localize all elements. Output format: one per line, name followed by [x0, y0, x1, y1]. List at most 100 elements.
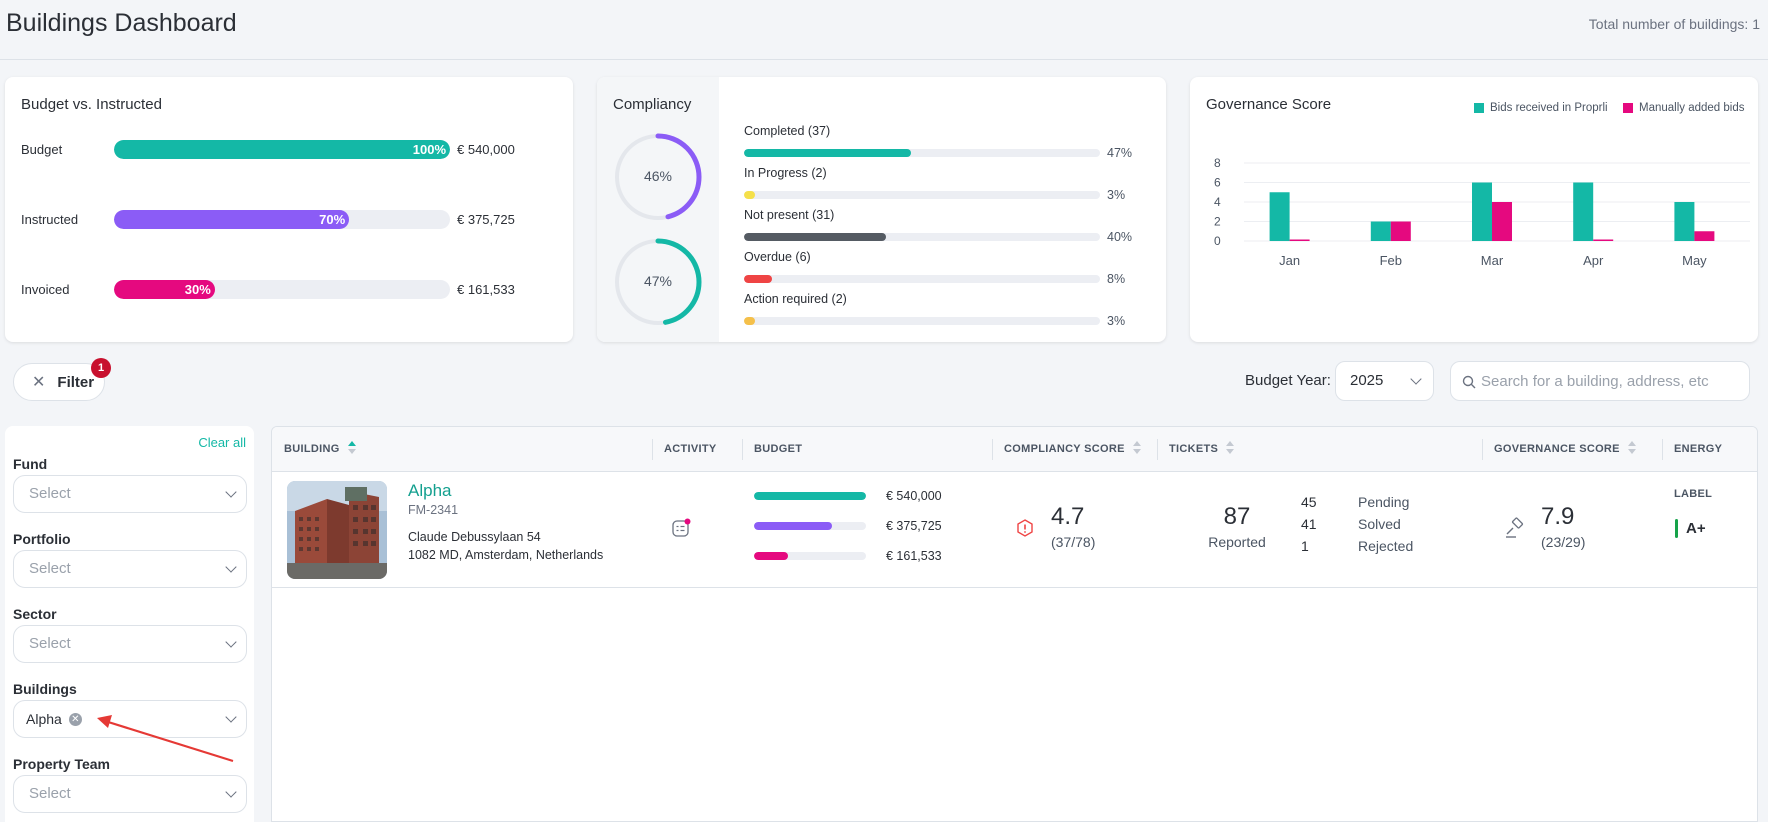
- column-divider: [1662, 439, 1663, 460]
- action-required-percent: 3%: [1107, 314, 1126, 328]
- sort-icon[interactable]: [1132, 441, 1141, 455]
- chevron-down-icon: [1410, 373, 1422, 385]
- building-chip: Alpha ✕: [26, 710, 82, 728]
- sort-icon[interactable]: [1226, 441, 1235, 455]
- energy-label-value: A+: [1686, 520, 1706, 537]
- building-address-line2: 1082 MD, Amsterdam, Netherlands: [408, 548, 604, 562]
- x-tick-label: Mar: [1481, 253, 1504, 268]
- row-instructed-fill: [754, 522, 833, 530]
- x-tick-label: Jan: [1279, 253, 1300, 268]
- column-header-energy-label: ENERGY LABEL: [1662, 427, 1757, 500]
- property-team-select[interactable]: Select: [13, 775, 247, 813]
- search-icon: [1462, 375, 1476, 389]
- column-divider: [992, 439, 993, 460]
- instructed-percent: 70%: [319, 212, 346, 227]
- bar-jan-received: [1269, 192, 1290, 241]
- buildings-table: BUILDING ACTIVITY BUDGET COMPLIANCY SCOR…: [271, 426, 1758, 822]
- remove-chip-icon[interactable]: ✕: [68, 712, 82, 726]
- compliancy-card-title: Compliancy: [613, 96, 692, 113]
- in-progress-progress-bar: [744, 191, 1100, 199]
- sort-icon[interactable]: [1627, 441, 1636, 455]
- row-invoiced-value: € 161,533: [886, 549, 942, 563]
- budget-row-label: Budget: [21, 142, 63, 157]
- completed-percent: 47%: [1107, 146, 1133, 160]
- buildings-filter-label: Buildings: [13, 681, 77, 697]
- column-header-governance-score[interactable]: GOVERNANCE SCORE: [1482, 427, 1636, 472]
- tickets-rejected-count: 1: [1301, 538, 1309, 554]
- completed-label: Completed (37): [744, 124, 831, 138]
- budget-year-value: 2025: [1350, 372, 1384, 389]
- row-instructed-bar: [754, 522, 866, 530]
- fund-select-value: Select: [29, 485, 71, 502]
- governance-card: Governance Score Bids received in Proprl…: [1190, 77, 1758, 342]
- invoiced-progress-fill: 30%: [114, 280, 215, 299]
- instructed-progress-fill: 70%: [114, 210, 350, 229]
- action-required-progress-fill: [744, 317, 755, 325]
- filter-count-badge: 1: [91, 358, 111, 378]
- bar-feb-received: [1370, 221, 1391, 241]
- row-invoiced-bar: [754, 552, 866, 560]
- legend-swatch-pink: [1623, 103, 1633, 113]
- gavel-icon: [1506, 517, 1524, 538]
- invoiced-row-label: Invoiced: [21, 282, 70, 297]
- governance-bar-chart: 0 2 4 6 8 Jan Feb Mar Apr May: [1214, 156, 1750, 268]
- column-header-label: TICKETS: [1169, 443, 1219, 455]
- total-buildings: Total number of buildings: 1: [1588, 16, 1760, 32]
- search-input[interactable]: [1481, 362, 1741, 400]
- y-tick-label: 8: [1214, 156, 1221, 170]
- column-header-building[interactable]: BUILDING: [272, 427, 356, 472]
- donut-arc: [614, 238, 702, 326]
- bar-mar-manual: [1492, 202, 1512, 241]
- legend-manual-bids: Manually added bids: [1623, 102, 1745, 114]
- column-header-compliancy-score[interactable]: COMPLIANCY SCORE: [992, 427, 1141, 472]
- clear-all-link[interactable]: Clear all: [198, 435, 246, 450]
- portfolio-filter-label: Portfolio: [13, 531, 71, 547]
- column-header-tickets[interactable]: TICKETS: [1157, 427, 1235, 472]
- building-name-link[interactable]: Alpha: [408, 481, 452, 500]
- instructed-value: € 375,725: [457, 212, 515, 227]
- sector-select-value: Select: [29, 635, 71, 652]
- compliancy-card: Compliancy 46% 47% Completed (37) 47% In…: [597, 77, 1166, 342]
- activity-icon[interactable]: [671, 518, 691, 538]
- search-box: [1450, 361, 1750, 401]
- instructed-row-label: Instructed: [21, 212, 79, 227]
- compliancy-score-value: 4.7: [1051, 503, 1085, 530]
- table-row[interactable]: Alpha FM-2341 Claude Debussylaan 54 1082…: [272, 472, 1757, 588]
- tickets-total: 87: [1223, 503, 1251, 530]
- governance-card-title: Governance Score: [1206, 96, 1332, 113]
- page-header: Buildings Dashboard Total number of buil…: [0, 0, 1768, 60]
- not-present-percent: 40%: [1107, 230, 1133, 244]
- column-header-label: BUDGET: [754, 443, 803, 455]
- buildings-select[interactable]: Alpha ✕: [13, 700, 247, 738]
- building-chip-label: Alpha: [26, 711, 62, 727]
- x-tick-label: Feb: [1380, 253, 1402, 268]
- fund-select[interactable]: Select: [13, 475, 247, 513]
- column-header-label: ACTIVITY: [664, 443, 717, 455]
- budget-year-select[interactable]: 2025: [1335, 361, 1434, 401]
- portfolio-select[interactable]: Select: [13, 550, 247, 588]
- y-tick-label: 2: [1214, 215, 1221, 229]
- sort-icon[interactable]: [347, 441, 356, 455]
- column-header-activity: ACTIVITY: [652, 427, 717, 472]
- row-invoiced-fill: [754, 552, 788, 560]
- completed-progress-fill: [744, 149, 912, 157]
- in-progress-progress-fill: [744, 191, 755, 199]
- fund-filter-label: Fund: [13, 456, 48, 472]
- bar-may-received: [1674, 202, 1695, 241]
- bar-may-manual: [1694, 231, 1715, 241]
- tickets-solved-label: Solved: [1358, 516, 1401, 532]
- bar-apr-received: [1573, 182, 1594, 241]
- x-tick-label: May: [1682, 253, 1707, 268]
- y-tick-label: 0: [1214, 234, 1221, 248]
- compliancy-donut-panel: [597, 77, 719, 342]
- y-tick-label: 6: [1214, 176, 1221, 190]
- tickets-pending-label: Pending: [1358, 494, 1410, 510]
- sector-select[interactable]: Select: [13, 625, 247, 663]
- filter-button[interactable]: ✕ Filter: [13, 363, 105, 401]
- budget-progress-bar: 100%: [114, 140, 450, 159]
- bar-jan-manual: [1289, 239, 1310, 241]
- y-tick-label: 4: [1214, 195, 1221, 209]
- budget-card: Budget vs. Instructed Budget 100% € 540,…: [5, 77, 573, 342]
- close-icon[interactable]: ✕: [32, 374, 46, 391]
- legend-label: Manually added bids: [1639, 102, 1745, 114]
